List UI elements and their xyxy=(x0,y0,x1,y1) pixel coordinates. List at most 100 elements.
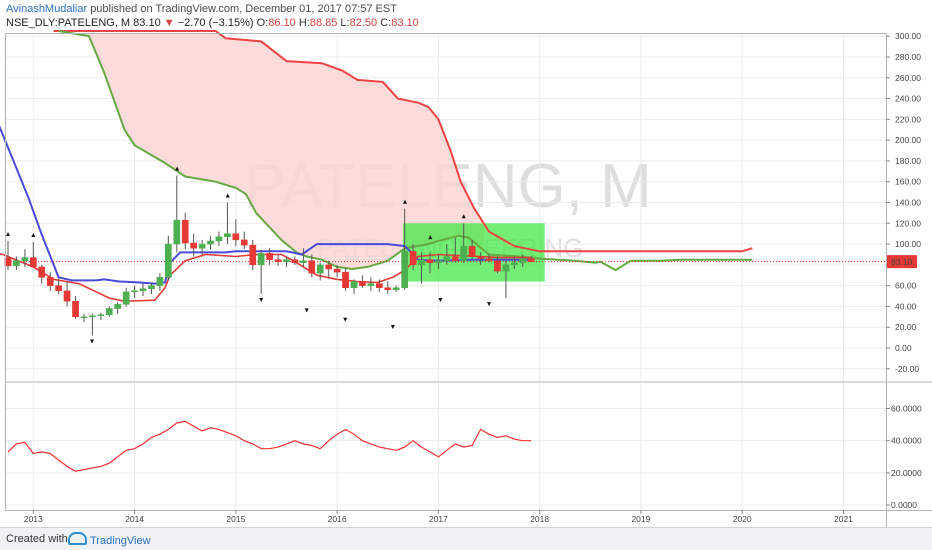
candle-body xyxy=(181,219,189,244)
candle-body xyxy=(443,256,451,261)
candle-body xyxy=(477,256,484,259)
candle-body xyxy=(384,287,392,291)
candle-body xyxy=(4,257,12,267)
symbol-name: NSE_DLY:PATELENG, M xyxy=(6,17,131,29)
x-tick-label: 2019 xyxy=(631,514,650,524)
candle-body xyxy=(308,260,316,274)
candle-body xyxy=(519,258,527,264)
low-label: L: xyxy=(340,17,350,29)
candle-body xyxy=(224,233,231,238)
candle-body xyxy=(105,308,113,315)
rsi-y-tick-label: 0.0000 xyxy=(891,500,917,510)
y-tick-label: 180.00 xyxy=(895,156,921,166)
tradingview-logo-icon xyxy=(68,532,87,545)
candle-body xyxy=(80,316,88,319)
low-value: 82.50 xyxy=(349,17,378,29)
candle-body xyxy=(72,300,79,318)
candle-body xyxy=(485,258,493,261)
marker-up-icon xyxy=(402,199,407,204)
candle-body xyxy=(418,259,425,266)
high-value: 88.85 xyxy=(309,17,338,29)
marker-up-icon xyxy=(428,235,433,240)
tenkan-line xyxy=(0,125,532,285)
span-b-line xyxy=(53,30,753,253)
rsi-pane xyxy=(5,383,886,510)
footer-bar: Created with TradingView xyxy=(0,527,932,550)
candle-body xyxy=(392,287,400,291)
x-tick-label: 2021 xyxy=(834,514,853,524)
candle-body xyxy=(122,291,130,305)
candle-body xyxy=(300,260,307,264)
candle-body xyxy=(198,243,206,249)
created-with-text: Created with xyxy=(6,533,68,545)
brand-name: TradingView xyxy=(90,535,151,547)
x-tick-label: 2018 xyxy=(530,514,549,524)
ichimoku-cloud-fill xyxy=(58,34,484,269)
y-tick-label: -20.00 xyxy=(895,364,919,374)
candle-body xyxy=(215,236,223,242)
y-tick-label: 140.00 xyxy=(895,197,921,207)
x-tick-label: 2016 xyxy=(328,514,347,524)
candle-body xyxy=(55,285,62,292)
y-tick-label: 240.00 xyxy=(895,94,921,104)
candle-body xyxy=(401,251,409,288)
marker-down-icon xyxy=(390,324,395,329)
marker-up-icon xyxy=(6,231,10,236)
candle-body xyxy=(38,266,46,278)
rsi-y-tick-label: 40.0000 xyxy=(891,436,922,446)
candle-body xyxy=(89,315,96,318)
candle-body xyxy=(291,259,299,264)
candle-body xyxy=(131,290,138,293)
close-label: C: xyxy=(380,17,392,29)
candle-body xyxy=(190,242,197,249)
candle-body xyxy=(156,277,164,286)
y-tick-label: 120.00 xyxy=(895,218,921,228)
candle-body xyxy=(451,256,459,261)
candle-body xyxy=(148,285,155,290)
candle-body xyxy=(409,251,417,266)
y-tick-label: 40.00 xyxy=(895,301,917,311)
last-price-badge-text: 83.10 xyxy=(891,257,913,267)
candle-body xyxy=(494,260,501,272)
last-price-badge xyxy=(887,255,917,269)
x-tick-label: 2020 xyxy=(733,514,752,524)
candle-body xyxy=(460,245,468,261)
candle-body xyxy=(510,262,518,266)
candle-body xyxy=(21,257,29,261)
candle-body xyxy=(139,288,147,292)
y-tick-label: 280.00 xyxy=(895,52,921,62)
pane-borders xyxy=(5,33,932,527)
y-tick-label: 200.00 xyxy=(895,135,921,145)
x-tick-label: 2013 xyxy=(24,514,43,524)
candle-body xyxy=(342,271,349,288)
y-tick-label: 0.00 xyxy=(895,343,912,353)
candle-body xyxy=(274,259,282,262)
author-link[interactable]: AvinashMudaliar xyxy=(6,3,88,15)
marker-up-icon xyxy=(175,166,180,171)
candle-body xyxy=(468,245,476,257)
candle-body xyxy=(63,290,71,302)
y-tick-label: 160.00 xyxy=(895,177,921,187)
candles xyxy=(4,175,535,336)
open-label: O: xyxy=(256,17,269,29)
candle-body xyxy=(333,268,341,273)
marker-down-icon xyxy=(438,297,443,302)
candle-body xyxy=(367,283,375,286)
tradingview-brand-link[interactable]: TradingView xyxy=(68,532,151,547)
y-tick-label: 100.00 xyxy=(895,239,921,249)
candle-body xyxy=(29,257,37,268)
candle-body xyxy=(350,281,358,288)
candle-body xyxy=(502,264,510,272)
marker-up-icon xyxy=(31,232,36,237)
candle-body xyxy=(527,258,535,262)
candle-body xyxy=(359,281,366,286)
candle-body xyxy=(164,243,172,278)
candle-body xyxy=(249,244,257,266)
marker-down-icon xyxy=(90,339,95,344)
candle-body xyxy=(13,260,20,267)
marker-down-icon xyxy=(343,317,348,322)
down-arrow-icon: ▼ xyxy=(163,17,175,29)
publish-line: AvinashMudaliar published on TradingView… xyxy=(6,3,397,15)
